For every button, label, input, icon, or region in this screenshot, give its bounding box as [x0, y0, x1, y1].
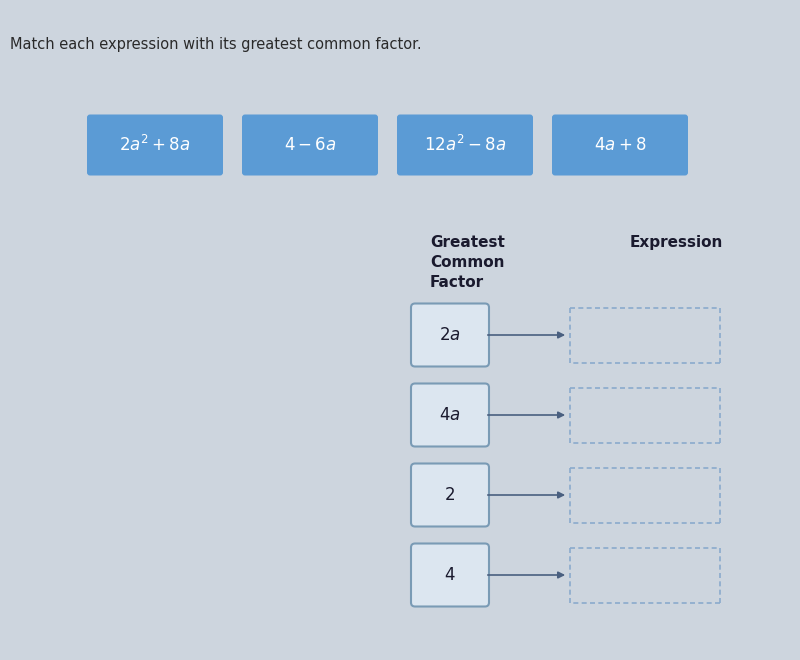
Text: $4$: $4$ — [444, 566, 456, 584]
FancyBboxPatch shape — [397, 114, 533, 176]
Text: Greatest
Common
Factor: Greatest Common Factor — [430, 235, 505, 290]
FancyBboxPatch shape — [242, 114, 378, 176]
FancyBboxPatch shape — [411, 463, 489, 527]
Text: $4 - 6a$: $4 - 6a$ — [284, 136, 336, 154]
Text: $2a$: $2a$ — [439, 326, 461, 344]
FancyBboxPatch shape — [411, 383, 489, 447]
Text: $2a^2 + 8a$: $2a^2 + 8a$ — [119, 135, 190, 155]
Text: $4a + 8$: $4a + 8$ — [594, 136, 646, 154]
Text: Match each expression with its greatest common factor.: Match each expression with its greatest … — [10, 38, 422, 53]
Text: $12a^2 - 8a$: $12a^2 - 8a$ — [424, 135, 506, 155]
FancyBboxPatch shape — [552, 114, 688, 176]
Text: Expression: Expression — [630, 235, 723, 250]
FancyBboxPatch shape — [411, 543, 489, 607]
FancyBboxPatch shape — [411, 304, 489, 366]
Text: $2$: $2$ — [445, 486, 455, 504]
Text: $4a$: $4a$ — [439, 406, 461, 424]
FancyBboxPatch shape — [87, 114, 223, 176]
